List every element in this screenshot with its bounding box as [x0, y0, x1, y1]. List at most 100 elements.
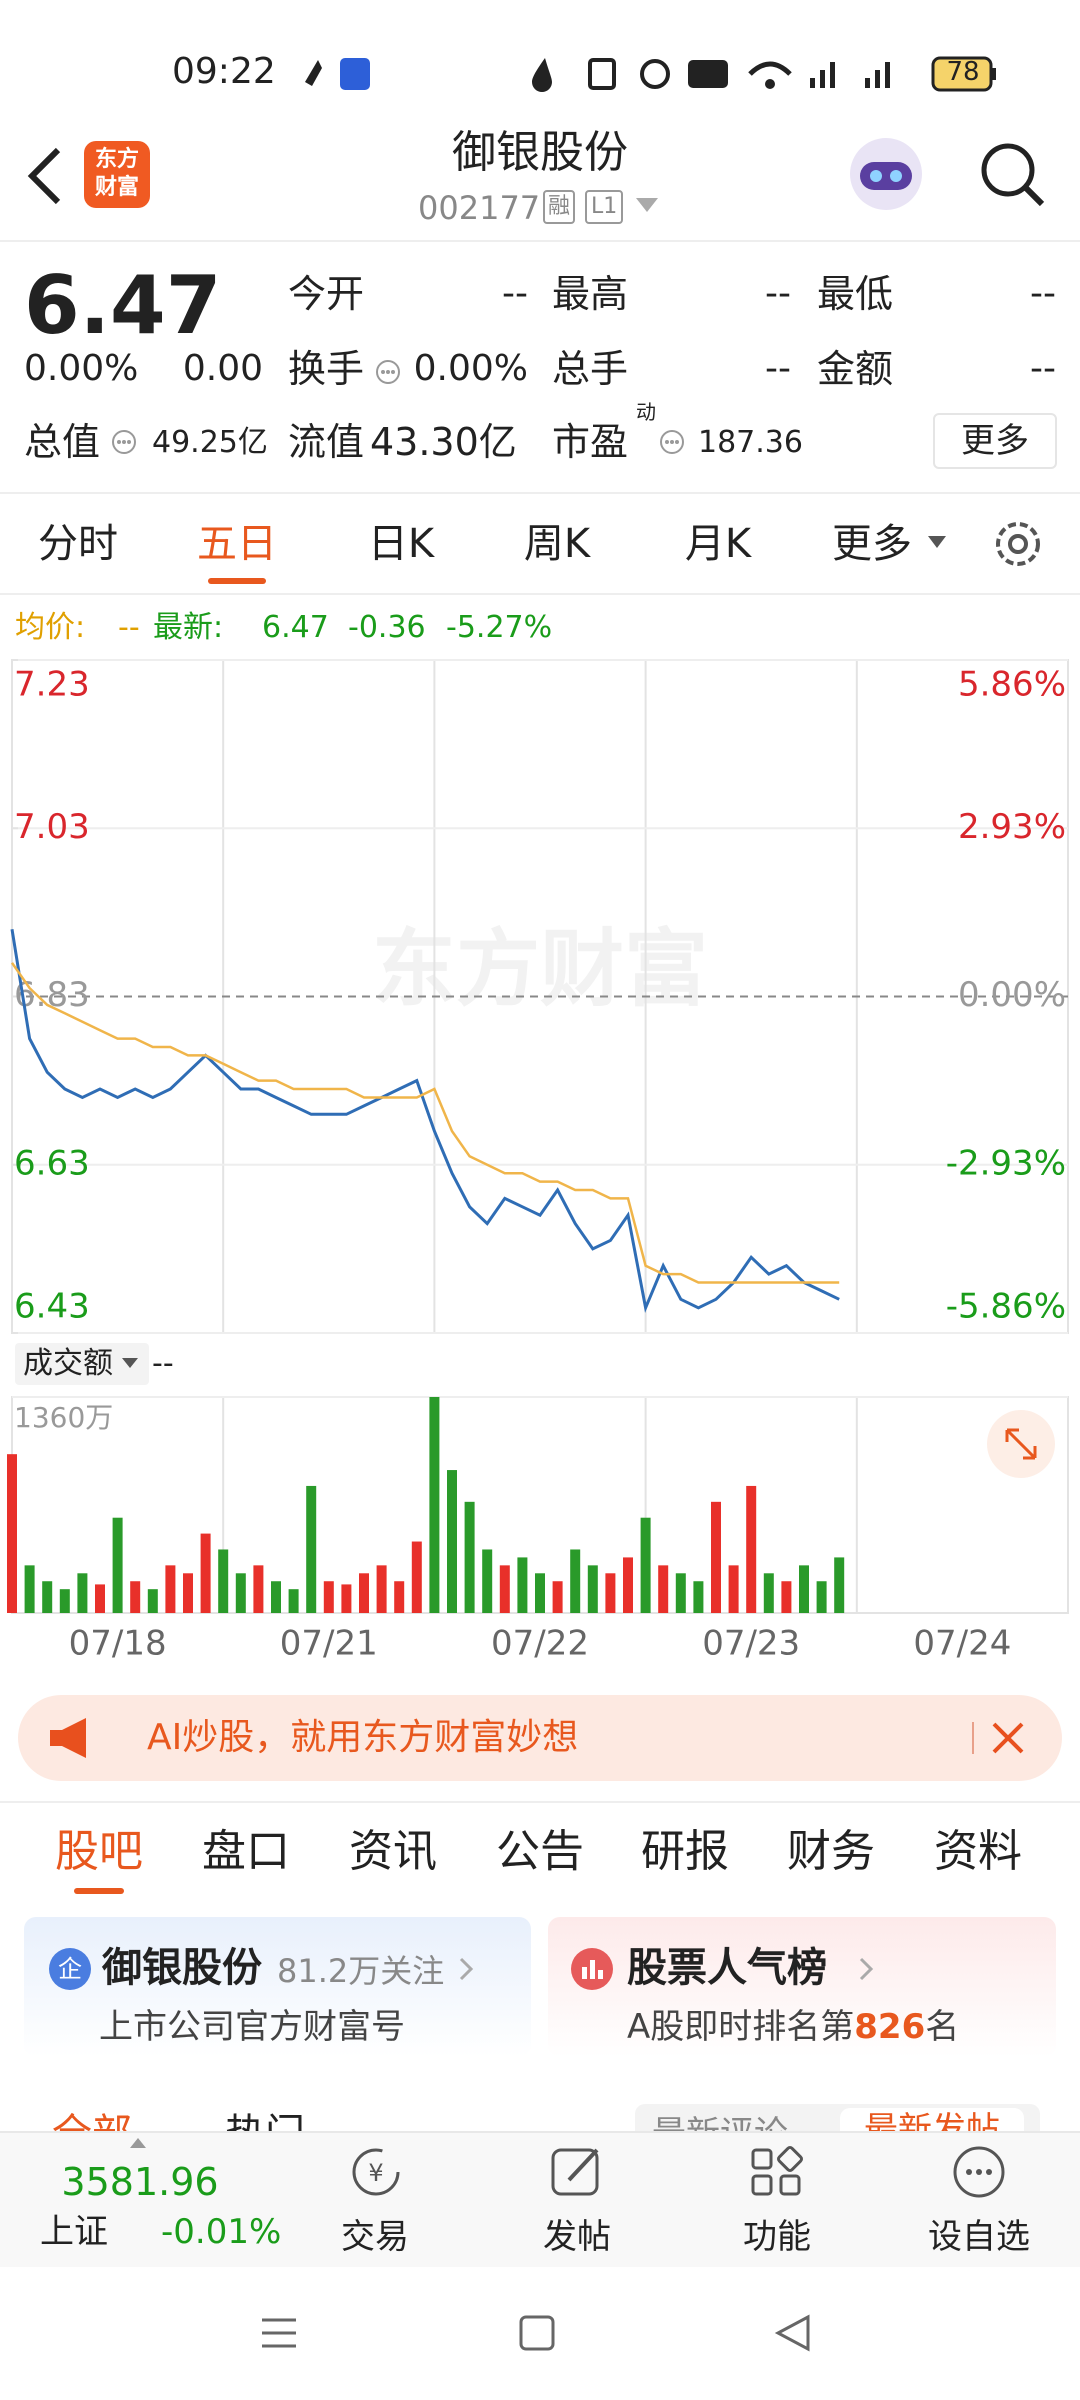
y-tick-label: 6.43 — [14, 1287, 90, 1327]
section-tab[interactable]: 资讯 — [349, 1826, 437, 1877]
change-pct: 0.00% — [24, 348, 139, 389]
nav-item[interactable]: 交易 — [341, 2217, 409, 2257]
chart-tab[interactable]: 分时 — [38, 521, 118, 567]
index-name[interactable]: 上证 — [40, 2212, 108, 2252]
section-tab[interactable]: 盘口 — [202, 1826, 290, 1877]
megaphone-icon — [50, 1718, 86, 1758]
settings-button[interactable] — [990, 516, 1046, 572]
volume-bar — [24, 1565, 35, 1613]
section-tab[interactable]: 公告 — [496, 1826, 584, 1877]
section-tab[interactable]: 财务 — [787, 1826, 875, 1877]
field-sup: 动 — [636, 400, 656, 424]
chart-tab[interactable]: 更多 — [832, 521, 912, 567]
nav-item[interactable]: 发帖 — [543, 2217, 611, 2257]
close-button[interactable] — [990, 1720, 1026, 1756]
logo[interactable]: 东方 财富 — [84, 141, 150, 208]
divider — [0, 593, 1080, 595]
volume-bar — [411, 1541, 422, 1613]
rank-number: 826 — [854, 2007, 926, 2047]
y-tick-label: 7.03 — [14, 807, 90, 847]
volume-bar — [271, 1581, 281, 1613]
volume-bar — [535, 1573, 545, 1613]
volume-bar — [587, 1565, 598, 1613]
dropdown-arrow — [122, 1358, 138, 1368]
volume-value: -- — [152, 1346, 174, 1381]
x-tick-label: 07/21 — [280, 1624, 378, 1664]
field-label: 今开 — [288, 272, 365, 316]
info-icon[interactable] — [374, 358, 402, 386]
volume-bar — [605, 1573, 616, 1613]
price-line — [10, 928, 840, 1313]
nav-item[interactable]: 设自选 — [928, 2217, 1030, 2257]
index-value[interactable]: 3581.96 — [61, 2160, 219, 2204]
legend-last: 6.47 — [262, 610, 329, 645]
field-value: 187.36 — [698, 425, 803, 460]
watermark: 东方财富 — [372, 920, 708, 1018]
company-card[interactable] — [24, 1917, 531, 2057]
function-icon — [751, 2146, 803, 2196]
index-change[interactable]: -0.01% — [161, 2212, 282, 2252]
volume-selector[interactable]: 成交额 — [15, 1343, 149, 1385]
info-icon[interactable] — [658, 428, 686, 456]
more-button[interactable]: 更多 — [933, 413, 1057, 469]
chart-tab[interactable]: 周K — [523, 521, 591, 567]
legend-avg: -- — [118, 610, 140, 645]
volume-bar — [834, 1557, 845, 1613]
field-value: 0.00% — [413, 348, 528, 389]
volume-bar — [693, 1581, 704, 1613]
field-label: 换手 — [288, 347, 365, 391]
back-button[interactable] — [22, 146, 66, 206]
system-nav — [262, 2314, 810, 2352]
section-tab-active[interactable]: 股吧 — [55, 1826, 143, 1877]
card-subtitle: A股即时排名第826名 — [627, 2005, 959, 2049]
y-tick-label: 6.63 — [14, 1143, 90, 1183]
field-value: -- — [1030, 348, 1056, 389]
y2-tick-label: 0.00% — [958, 975, 1066, 1015]
ai-banner[interactable] — [18, 1695, 1062, 1781]
field-value: 43.30亿 — [370, 420, 517, 464]
x-tick-label: 07/24 — [913, 1624, 1011, 1664]
volume-bar — [746, 1485, 757, 1613]
field-value: -- — [502, 273, 528, 314]
ranking-icon — [571, 1948, 613, 1990]
chart-tab-active[interactable]: 五日 — [197, 521, 277, 567]
section-tab[interactable]: 研报 — [641, 1826, 729, 1877]
svg-text:¥: ¥ — [368, 2159, 383, 2187]
rank-text: A股即时排名第 — [627, 2007, 855, 2047]
stock-code: 002177 — [418, 189, 541, 227]
tab-underline — [74, 1888, 124, 1894]
ranking-card[interactable] — [548, 1917, 1056, 2057]
status-icons — [305, 56, 996, 92]
bottom-nav — [0, 2131, 1080, 2267]
chart-tab[interactable]: 日K — [367, 521, 435, 567]
volume-bar — [482, 1549, 493, 1613]
change: 0.00 — [182, 348, 263, 389]
info-icon[interactable] — [110, 428, 138, 456]
volume-bar — [341, 1584, 352, 1613]
chart-tab[interactable]: 月K — [684, 521, 752, 567]
y2-tick-label: 5.86% — [958, 665, 1066, 705]
rank-text: 名 — [925, 2007, 960, 2047]
tab-underline — [208, 578, 266, 584]
volume-bar — [763, 1573, 774, 1613]
assistant-avatar[interactable] — [846, 134, 926, 214]
chevron — [859, 1957, 874, 1981]
volume-bar — [147, 1589, 158, 1613]
nav-item[interactable]: 功能 — [743, 2217, 811, 2257]
volume-bar — [570, 1549, 581, 1613]
y-tick-label: 1360万 — [14, 1401, 113, 1434]
section-tab[interactable]: 资料 — [934, 1826, 1022, 1877]
search-button[interactable] — [978, 140, 1048, 210]
volume-bar — [816, 1581, 827, 1613]
company-icon: 企 — [49, 1948, 91, 1990]
card-title: 御银股份 — [102, 1945, 262, 1991]
field-label: 市盈 — [552, 420, 629, 464]
post-icon — [551, 2148, 599, 2196]
x-tick-label: 07/23 — [702, 1624, 800, 1664]
dropdown-arrow[interactable] — [636, 198, 658, 214]
volume-bar — [77, 1573, 88, 1613]
volume-bar — [640, 1517, 651, 1613]
expand-button[interactable] — [985, 1408, 1057, 1480]
